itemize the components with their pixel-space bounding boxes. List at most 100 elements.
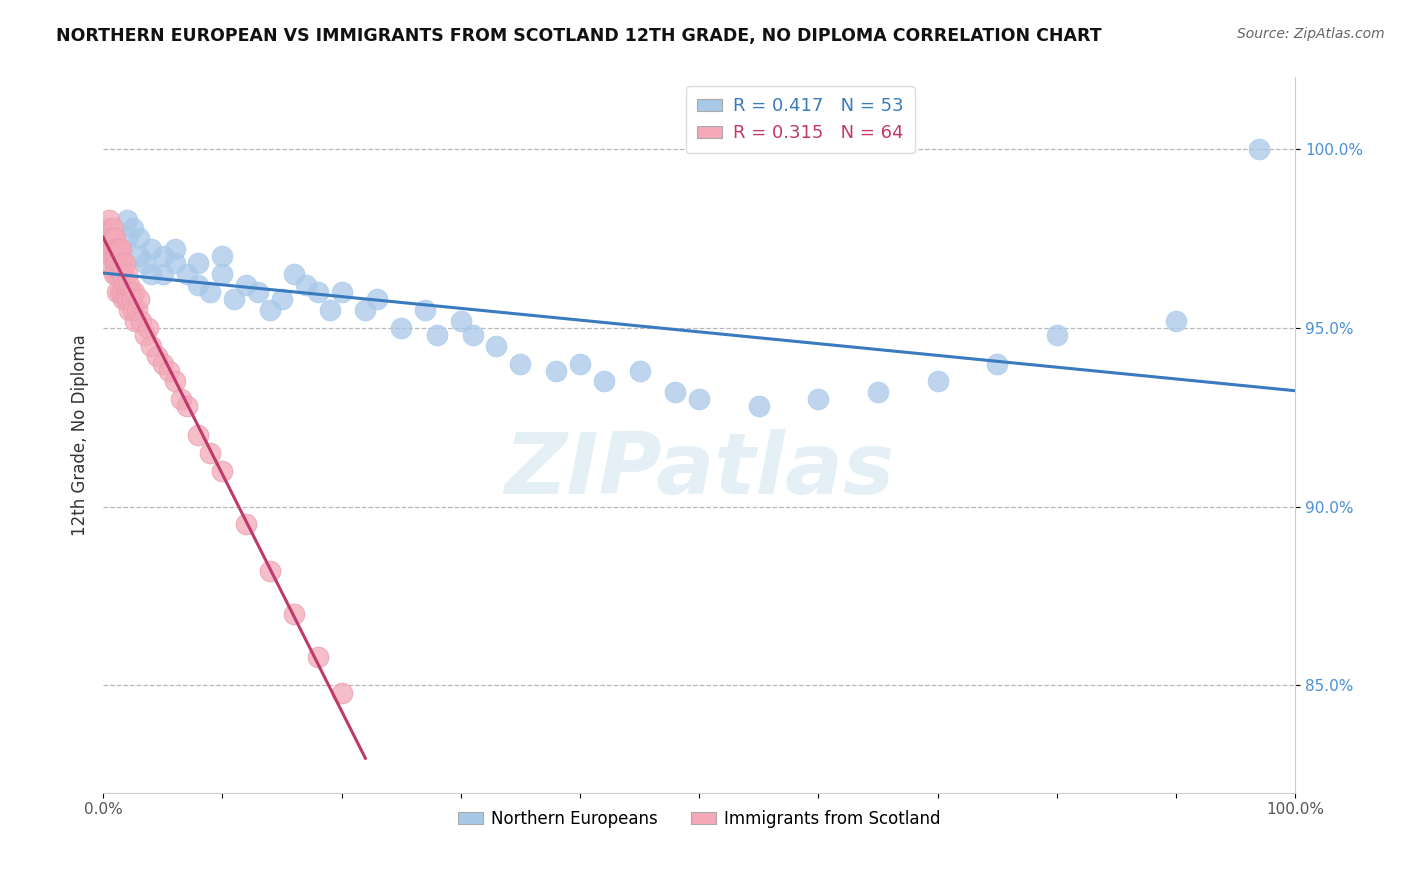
Point [307, 649, 329, 664]
Point [592, 375, 614, 389]
Legend: Northern Europeans, Immigrants from Scotland: Northern Europeans, Immigrants from Scot… [451, 803, 948, 834]
Point [450, 313, 472, 327]
Point [107, 242, 129, 256]
Point [200, 446, 222, 460]
Point [110, 267, 132, 281]
Point [98, 242, 121, 256]
Point [96, 242, 118, 256]
Point [98, 231, 121, 245]
Y-axis label: 12th Grade, No Diploma: 12th Grade, No Diploma [72, 334, 89, 536]
Point [134, 327, 156, 342]
Point [114, 277, 136, 292]
Point [97, 220, 120, 235]
Point [128, 249, 150, 263]
Point [163, 242, 186, 256]
Text: ZIPatlas: ZIPatlas [503, 429, 894, 512]
Point [122, 302, 145, 317]
Point [100, 231, 122, 245]
Point [120, 285, 142, 299]
Point [118, 302, 141, 317]
Point [114, 292, 136, 306]
Point [146, 350, 169, 364]
Point [98, 213, 121, 227]
Point [157, 364, 180, 378]
Point [366, 292, 388, 306]
Point [115, 231, 138, 245]
Point [112, 292, 135, 306]
Point [664, 385, 686, 400]
Point [129, 313, 152, 327]
Point [138, 320, 160, 334]
Point [187, 277, 209, 292]
Point [176, 267, 198, 281]
Point [152, 357, 174, 371]
Point [104, 256, 127, 270]
Point [117, 292, 139, 306]
Point [115, 267, 138, 281]
Point [163, 256, 186, 270]
Point [568, 357, 591, 371]
Point [101, 220, 124, 235]
Point [307, 285, 329, 299]
Point [354, 302, 377, 317]
Point [122, 220, 145, 235]
Point [104, 256, 127, 270]
Point [152, 267, 174, 281]
Point [283, 267, 305, 281]
Point [927, 375, 949, 389]
Point [211, 249, 233, 263]
Point [94, 231, 117, 245]
Point [628, 364, 651, 378]
Point [128, 292, 150, 306]
Point [107, 256, 129, 270]
Point [330, 285, 353, 299]
Point [259, 302, 281, 317]
Point [107, 242, 129, 256]
Text: NORTHERN EUROPEAN VS IMMIGRANTS FROM SCOTLAND 12TH GRADE, NO DIPLOMA CORRELATION: NORTHERN EUROPEAN VS IMMIGRANTS FROM SCO… [56, 27, 1102, 45]
Point [104, 242, 127, 256]
Point [125, 302, 148, 317]
Point [128, 231, 150, 245]
Point [211, 464, 233, 478]
Point [107, 285, 129, 299]
Point [169, 392, 191, 407]
Point [139, 338, 162, 352]
Point [413, 302, 436, 317]
Point [100, 249, 122, 263]
Point [271, 292, 294, 306]
Point [235, 277, 257, 292]
Point [1046, 327, 1069, 342]
Point [103, 267, 125, 281]
Point [163, 375, 186, 389]
Point [485, 338, 508, 352]
Point [111, 256, 134, 270]
Point [546, 364, 568, 378]
Point [509, 357, 531, 371]
Point [112, 267, 135, 281]
Point [103, 231, 125, 245]
Point [107, 267, 129, 281]
Point [104, 231, 127, 245]
Point [259, 564, 281, 578]
Point [986, 357, 1008, 371]
Point [110, 242, 132, 256]
Point [101, 242, 124, 256]
Point [200, 285, 222, 299]
Point [134, 256, 156, 270]
Point [211, 267, 233, 281]
Point [124, 313, 146, 327]
Point [108, 256, 131, 270]
Point [461, 327, 484, 342]
Point [139, 242, 162, 256]
Point [98, 256, 121, 270]
Point [294, 277, 316, 292]
Point [866, 385, 889, 400]
Point [318, 302, 340, 317]
Point [114, 256, 136, 270]
Point [247, 285, 270, 299]
Point [105, 249, 128, 263]
Point [110, 242, 132, 256]
Point [389, 320, 412, 334]
Point [426, 327, 449, 342]
Point [187, 256, 209, 270]
